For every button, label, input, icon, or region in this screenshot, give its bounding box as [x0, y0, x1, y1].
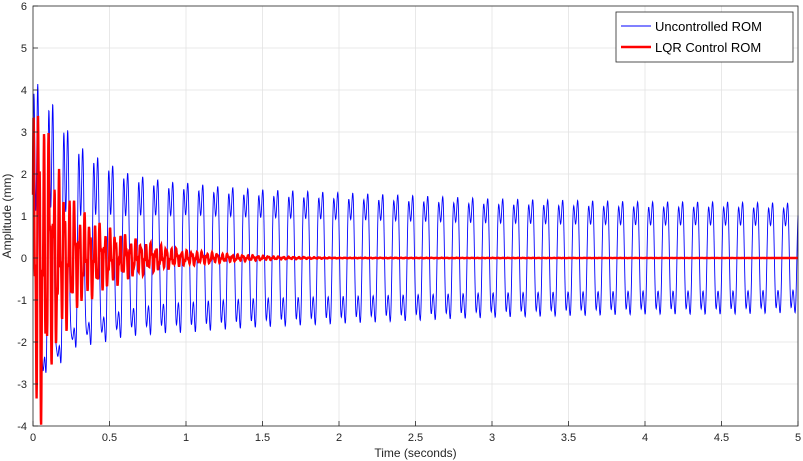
legend-label-uncontrolled-rom: Uncontrolled ROM — [655, 19, 762, 34]
x-tick-label: 3 — [489, 432, 495, 444]
y-axis-label: Amplitude (mm) — [0, 174, 14, 259]
y-tick-label: 4 — [21, 85, 27, 97]
x-tick-label: 5 — [795, 432, 801, 444]
y-tick-label: -2 — [17, 337, 27, 349]
series-uncontrolled-rom — [32, 83, 799, 373]
legend-label-lqr-control-rom: LQR Control ROM — [655, 40, 761, 55]
axis-ticks: 0 0.5 1 1.5 2 2.5 3 3.5 4 4.5 5 -4 -3 -2 -1 0 1 2 3 4 5 6 — [17, 1, 801, 444]
y-tick-label: 6 — [21, 1, 27, 13]
x-tick-label: 4 — [642, 432, 648, 444]
x-tick-label: 0.5 — [102, 432, 117, 444]
legend-box — [615, 11, 794, 63]
x-axis-label: Time (seconds) — [374, 446, 456, 460]
x-tick-label: 4.5 — [714, 432, 729, 444]
y-tick-label: 2 — [21, 169, 27, 181]
y-tick-label: 5 — [21, 43, 27, 55]
x-tick-label: 2 — [336, 432, 342, 444]
series-lqr-control-rom — [31, 115, 798, 425]
x-tick-label: 2.5 — [408, 432, 423, 444]
legend: Uncontrolled ROM LQR Control ROM — [615, 11, 794, 63]
x-tick-label: 1.5 — [255, 432, 270, 444]
y-tick-label: 0 — [21, 253, 27, 265]
y-tick-label: 1 — [21, 211, 27, 223]
y-tick-label: -4 — [17, 421, 27, 433]
y-tick-label: 3 — [21, 127, 27, 139]
y-tick-label: -3 — [17, 379, 27, 391]
x-tick-label: 3.5 — [561, 432, 576, 444]
x-tick-label: 0 — [30, 432, 36, 444]
x-tick-label: 1 — [183, 432, 189, 444]
series-layer — [31, 83, 799, 425]
y-tick-label: -1 — [17, 295, 27, 307]
